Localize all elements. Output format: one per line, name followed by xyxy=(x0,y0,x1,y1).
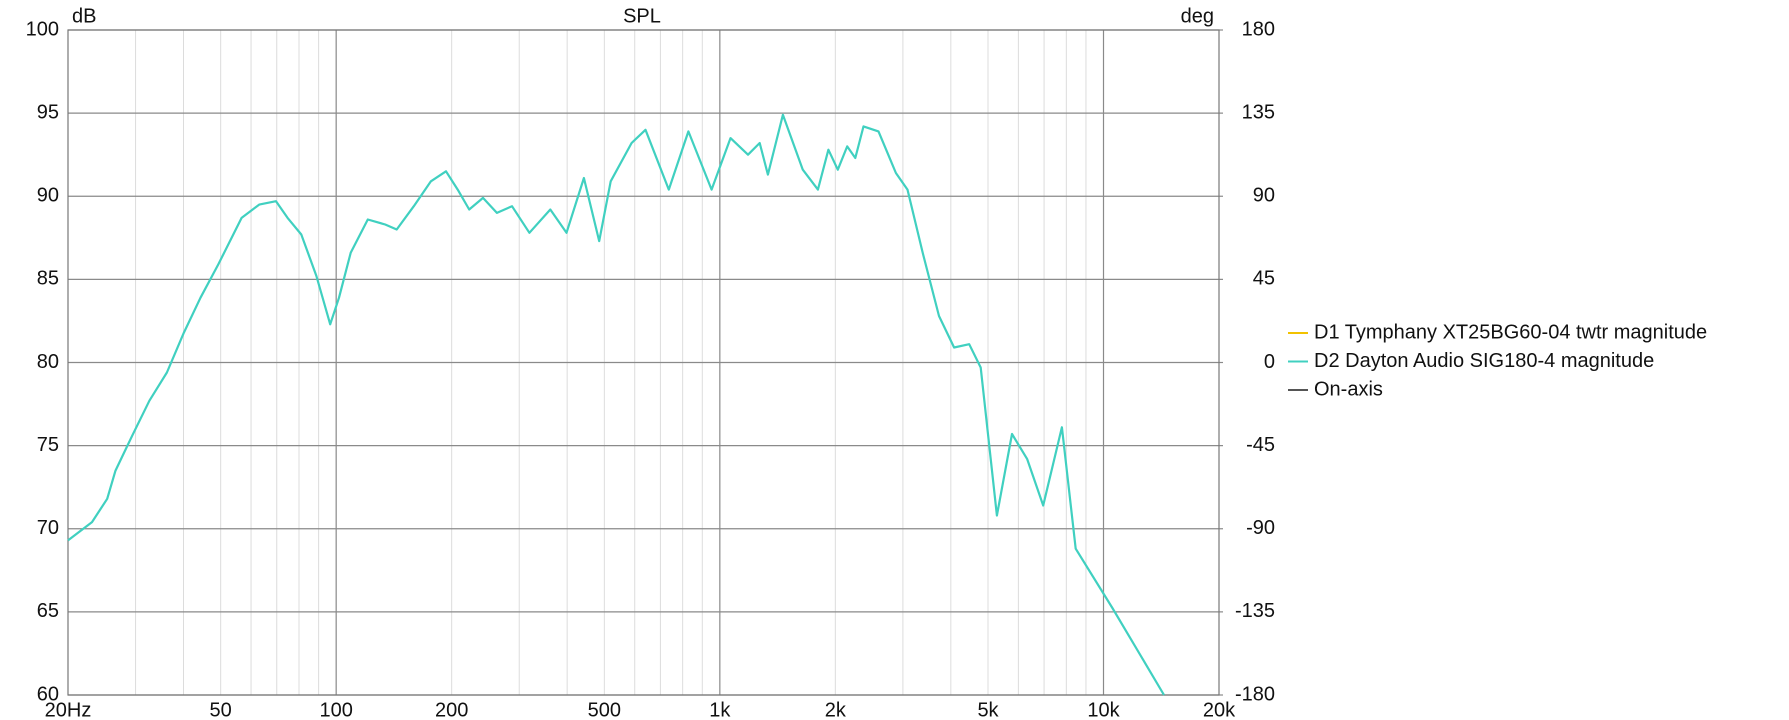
x-tick-label: 100 xyxy=(319,699,352,720)
y2-tick-label: 90 xyxy=(1253,185,1275,207)
y2-tick-label: -135 xyxy=(1235,600,1275,622)
y-tick-label: 65 xyxy=(37,600,59,622)
legend-label: On-axis xyxy=(1314,378,1383,400)
y2-tick-label: 0 xyxy=(1264,351,1275,373)
y2-tick-label: 45 xyxy=(1253,268,1275,290)
series-line xyxy=(67,113,1165,696)
x-tick-label: 2k xyxy=(825,699,847,720)
x-tick-label: 10k xyxy=(1087,699,1120,720)
chart-title: SPL xyxy=(623,5,661,27)
y-tick-label: 95 xyxy=(37,101,59,123)
legend-label: D1 Tymphany XT25BG60-04 twtr magnitude xyxy=(1314,321,1707,343)
x-tick-label: 20k xyxy=(1203,699,1236,720)
y-tick-label: 80 xyxy=(37,351,59,373)
y2-tick-label: 135 xyxy=(1242,101,1275,123)
y2-tick-label: -180 xyxy=(1235,683,1275,705)
y-tick-label: 85 xyxy=(37,268,59,290)
x-tick-label: 200 xyxy=(435,699,468,720)
y-tick-label: 90 xyxy=(37,185,59,207)
y-tick-label: 70 xyxy=(37,517,59,539)
y2-tick-label: -90 xyxy=(1246,517,1275,539)
x-tick-label: 20Hz xyxy=(45,699,92,720)
y-tick-label: 100 xyxy=(26,18,59,40)
plot-frame xyxy=(67,29,1220,696)
x-tick-label: 50 xyxy=(210,699,232,720)
y2-axis-unit: deg xyxy=(1181,5,1214,27)
x-tick-label: 1k xyxy=(709,699,731,720)
y-tick-label: 60 xyxy=(37,683,59,705)
x-tick-label: 5k xyxy=(977,699,999,720)
y2-tick-label: 180 xyxy=(1242,18,1275,40)
y-axis-unit: dB xyxy=(72,5,96,27)
x-tick-label: 500 xyxy=(588,699,621,720)
y2-tick-label: -45 xyxy=(1246,434,1275,456)
y-tick-label: 75 xyxy=(37,434,59,456)
legend-label: D2 Dayton Audio SIG180-4 magnitude xyxy=(1314,350,1654,372)
